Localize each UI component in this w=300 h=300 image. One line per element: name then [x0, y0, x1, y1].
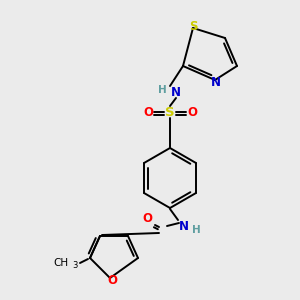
Text: H: H	[192, 225, 200, 235]
Text: CH: CH	[53, 258, 68, 268]
Text: H: H	[158, 85, 166, 95]
Text: 3: 3	[72, 262, 77, 271]
Text: S: S	[189, 20, 197, 34]
Text: O: O	[187, 106, 197, 118]
Text: N: N	[211, 76, 221, 88]
Text: S: S	[165, 106, 175, 118]
Text: O: O	[143, 106, 153, 118]
Text: N: N	[171, 85, 181, 98]
Text: O: O	[142, 212, 152, 226]
Text: N: N	[179, 220, 189, 232]
Text: O: O	[107, 274, 117, 286]
